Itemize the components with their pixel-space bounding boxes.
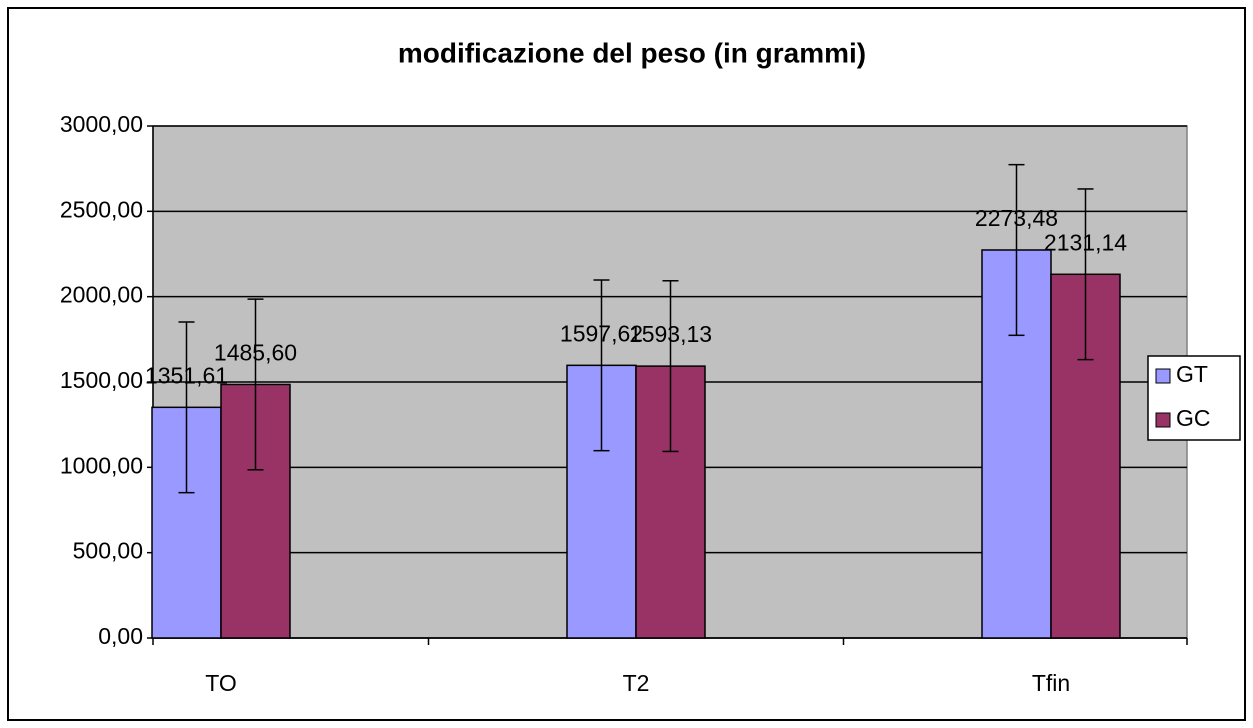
legend-label: GC bbox=[1176, 405, 1211, 431]
x-tick-label: T2 bbox=[623, 670, 650, 696]
legend-label: GT bbox=[1176, 361, 1208, 387]
y-tick-label: 0,00 bbox=[98, 623, 143, 649]
bar bbox=[981, 249, 1052, 639]
y-tick-label: 2000,00 bbox=[60, 282, 143, 308]
y-tick-label: 1000,00 bbox=[60, 452, 143, 478]
value-label: 1593,13 bbox=[629, 321, 712, 347]
x-tick-label: Tfin bbox=[1032, 670, 1070, 696]
x-tick-label: TO bbox=[205, 670, 237, 696]
y-tick-label: 500,00 bbox=[73, 538, 143, 564]
y-tick-label: 3000,00 bbox=[60, 111, 143, 137]
y-tick-label: 2500,00 bbox=[60, 196, 143, 222]
value-label: 2273,48 bbox=[975, 205, 1058, 231]
value-label: 1485,60 bbox=[214, 340, 297, 366]
chart-title: modificazione del peso (in grammi) bbox=[398, 37, 866, 68]
value-label: 2131,14 bbox=[1044, 229, 1127, 255]
value-label: 1597,62 bbox=[560, 320, 643, 346]
legend-swatch bbox=[1155, 412, 1171, 428]
legend-swatch bbox=[1155, 368, 1171, 384]
value-label: 1351,61 bbox=[145, 362, 228, 388]
y-tick-label: 1500,00 bbox=[60, 367, 143, 393]
